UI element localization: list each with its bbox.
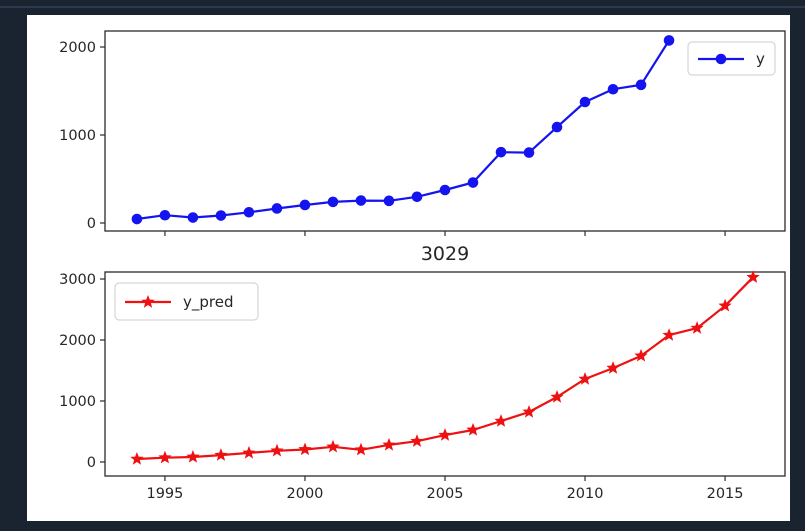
star-marker bbox=[522, 405, 536, 418]
star-marker bbox=[606, 361, 620, 374]
subplot-title: 3029 bbox=[421, 243, 469, 265]
circle-marker bbox=[271, 203, 283, 214]
circle-marker bbox=[327, 196, 339, 208]
star-marker bbox=[214, 448, 228, 461]
legend-label: y_pred bbox=[183, 293, 234, 312]
legend: y_pred bbox=[114, 282, 259, 321]
subplot-bottom: 1995 2000 2005 2010 2015 0 1000 2000 3000 3029 y_p… bbox=[59, 243, 786, 502]
subplot-top: 0 1000 2000 y bbox=[59, 30, 786, 236]
x-tick-label: 2000 bbox=[287, 486, 324, 502]
star-marker bbox=[718, 298, 732, 312]
y-tick-label: 2000 bbox=[59, 333, 96, 349]
star-marker bbox=[130, 452, 144, 465]
star-marker bbox=[438, 428, 452, 441]
star-marker bbox=[382, 437, 396, 451]
legend-circle-marker bbox=[715, 53, 727, 65]
circle-marker bbox=[215, 210, 227, 221]
star-marker bbox=[746, 270, 760, 283]
star-marker bbox=[186, 450, 200, 463]
circle-marker bbox=[579, 96, 591, 108]
star-marker bbox=[410, 434, 424, 447]
circle-marker bbox=[299, 199, 311, 211]
circle-marker bbox=[551, 121, 563, 133]
x-tick-label: 2005 bbox=[427, 486, 464, 502]
star-marker bbox=[662, 328, 676, 341]
series-markers-y_pred bbox=[130, 270, 760, 465]
y-tick-label: 0 bbox=[87, 216, 96, 232]
circle-marker bbox=[495, 146, 507, 158]
y-tick-label: 3000 bbox=[59, 272, 96, 288]
figure-background bbox=[27, 15, 790, 521]
y-tick-label: 1000 bbox=[59, 128, 96, 144]
y-tick-label: 1000 bbox=[59, 394, 96, 410]
x-tick-label: 1995 bbox=[146, 486, 183, 502]
circle-marker bbox=[663, 35, 675, 46]
circle-marker bbox=[187, 212, 199, 223]
star-marker bbox=[270, 443, 284, 457]
star-marker bbox=[158, 450, 172, 464]
circle-marker bbox=[411, 191, 423, 203]
legend-frame bbox=[114, 282, 259, 321]
x-tick-label: 2015 bbox=[707, 486, 744, 502]
legend-label: y bbox=[756, 50, 765, 68]
circle-marker bbox=[243, 206, 255, 218]
y-tick-label: 2000 bbox=[59, 40, 96, 56]
circle-marker bbox=[635, 79, 647, 91]
star-marker bbox=[466, 423, 480, 436]
legend-star-marker bbox=[141, 295, 155, 308]
star-marker bbox=[494, 414, 508, 427]
circle-marker bbox=[383, 195, 395, 207]
star-marker bbox=[634, 348, 648, 362]
circle-marker bbox=[467, 177, 479, 188]
y-tick-label: 0 bbox=[87, 455, 96, 471]
circle-marker bbox=[523, 147, 535, 158]
circle-marker bbox=[355, 195, 367, 206]
star-marker bbox=[354, 442, 368, 456]
star-marker bbox=[550, 390, 564, 403]
legend: y bbox=[687, 41, 776, 76]
star-marker bbox=[242, 445, 256, 459]
star-marker bbox=[298, 442, 312, 456]
star-marker bbox=[690, 321, 704, 334]
star-marker bbox=[578, 372, 592, 385]
circle-marker bbox=[131, 213, 143, 225]
x-tick-label: 2010 bbox=[567, 486, 604, 502]
circle-marker bbox=[607, 83, 619, 95]
star-marker bbox=[326, 439, 340, 453]
circle-marker bbox=[439, 184, 451, 196]
series-markers-y bbox=[131, 35, 675, 225]
window-top-border bbox=[0, 6, 805, 8]
circle-marker bbox=[159, 209, 171, 221]
